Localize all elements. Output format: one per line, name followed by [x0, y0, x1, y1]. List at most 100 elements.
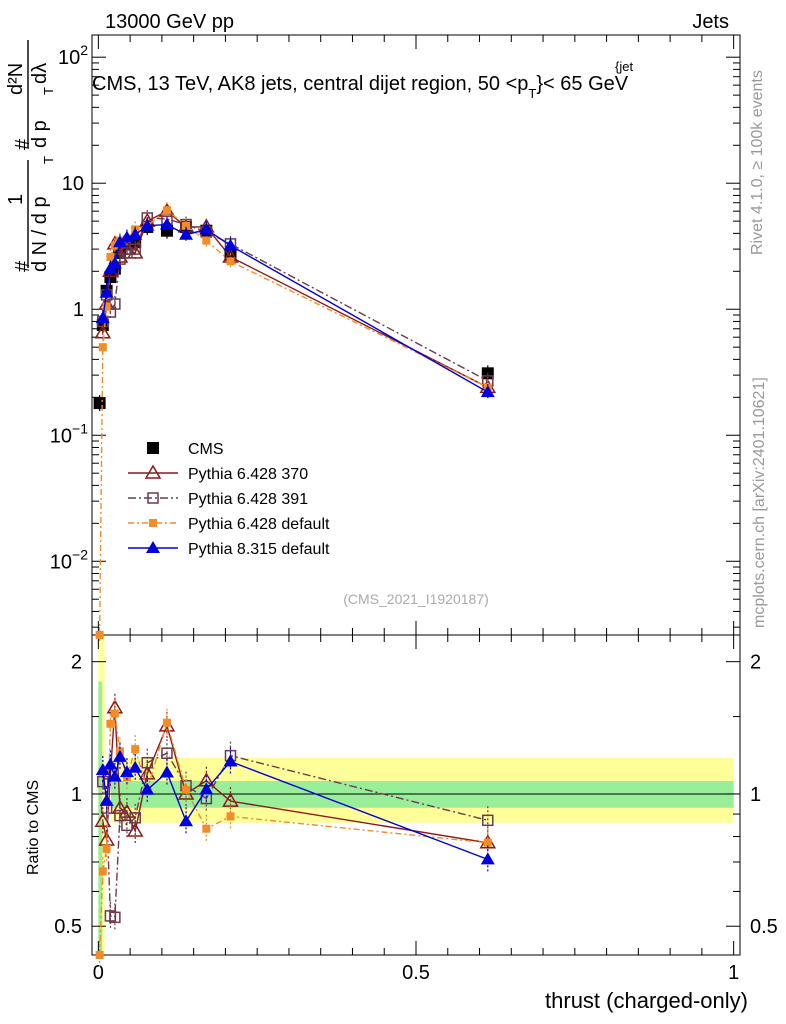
x-tick-label: 1 [728, 962, 739, 984]
series-line [102, 217, 489, 382]
series-3 [95, 202, 492, 643]
x-tick-label: 0.5 [402, 962, 430, 984]
ratio-point [122, 773, 131, 782]
y-tick-label: 10−1 [50, 420, 88, 447]
series-0 [93, 218, 494, 412]
ratio-tick-label-right: 0.5 [750, 916, 778, 938]
y-tick-base: 10 [50, 425, 72, 447]
legend-entry: Pythia 6.428 370 [128, 464, 308, 483]
ratio-point [140, 782, 155, 795]
data-point [102, 302, 111, 311]
ratio-point [159, 765, 174, 778]
legend-label: Pythia 6.428 370 [188, 466, 308, 483]
ratio-series-4 [95, 742, 495, 874]
legend-marker [146, 541, 160, 553]
series-line [102, 210, 489, 388]
ratio-line [98, 710, 488, 956]
x-tick-label: 0 [93, 962, 104, 984]
ratio-point [103, 757, 118, 770]
data-point [121, 247, 133, 259]
ylabel-t1: T [41, 156, 56, 164]
ratio-point [182, 785, 191, 794]
data-point [140, 218, 155, 231]
ratio-point [483, 838, 492, 847]
legend-entry: Pythia 6.428 default [128, 516, 330, 533]
legend-marker [149, 519, 157, 527]
series-line [98, 209, 489, 636]
ratio-axis-ticks: 0 0.5 1 2 2 1 1 0.5 0.5 [54, 635, 778, 984]
ratio-point [222, 792, 239, 807]
legend-label: CMS [188, 441, 224, 458]
ratio-series-layer [94, 693, 497, 969]
mcplots-label: mcplots.cern.ch [arXiv:2401.10621] [751, 377, 768, 628]
legend-entry: Pythia 6.428 391 [128, 491, 308, 508]
ratio-point [199, 782, 214, 795]
y-tick-exp: −1 [72, 420, 88, 436]
ratio-tick-label-right: 1 [750, 784, 761, 806]
data-point [202, 236, 211, 245]
data-point [93, 397, 106, 410]
data-point [223, 238, 238, 251]
ratio-point [107, 769, 122, 782]
y-tick-label: 10 [62, 173, 84, 195]
ratio-point [109, 911, 121, 924]
ylabel-one: 1 [5, 194, 27, 205]
ratio-point [161, 747, 173, 759]
series-4 [95, 216, 495, 401]
title-tail: }< 65 GeV [536, 73, 628, 95]
ratio-tick-label-right: 2 [750, 652, 761, 674]
ratio-point [131, 745, 140, 754]
data-point [159, 217, 174, 230]
ratio-point [98, 867, 107, 876]
ratio-point [95, 951, 104, 959]
ratio-point [110, 709, 119, 718]
data-point [99, 285, 114, 298]
y-tick-label: 1 [73, 299, 84, 321]
series-2 [97, 209, 494, 389]
legend-entry: Pythia 8.315 default [128, 541, 330, 558]
data-point [112, 235, 127, 248]
ratio-point [94, 812, 112, 828]
ratio-point [112, 749, 127, 762]
analysis-tag: (CMS_2021_I1920187) [343, 591, 489, 607]
data-point [95, 311, 110, 324]
legend: CMS Pythia 6.428 370 Pythia 6.428 391 Pythi… [128, 441, 330, 558]
ratio-point [226, 812, 235, 821]
y-tick-exp: 2 [80, 42, 88, 58]
y-tick-label: 10−2 [50, 546, 88, 573]
data-point [128, 227, 143, 240]
rivet-label: Rivet 4.1.0, ≥ 100k events [749, 70, 766, 255]
data-point [95, 631, 104, 639]
legend-label: Pythia 6.428 default [188, 516, 330, 533]
legend-marker [147, 442, 159, 454]
chart-title: CMS, 13 TeV, AK8 jets, central dijet reg… [92, 73, 629, 101]
legend-marker [147, 492, 159, 504]
main-ylabel: # 1 d N / d p T # d²N d p T dλ [5, 40, 56, 272]
ratio-point [141, 756, 154, 769]
ratio-point [162, 718, 171, 727]
data-point [199, 222, 214, 235]
ratio-point [111, 799, 129, 814]
data-point [179, 227, 194, 240]
ratio-point [179, 814, 194, 827]
ylabel-dn: d N / d p [29, 196, 51, 272]
data-point [98, 343, 107, 352]
ratio-point [482, 814, 494, 827]
legend-marker [144, 464, 162, 479]
ratio-point [119, 765, 134, 778]
ratio-point [223, 754, 238, 767]
y-tick-base: 10 [58, 47, 80, 69]
ratio-point [106, 719, 115, 728]
ratio-point [95, 763, 110, 776]
data-point [226, 257, 235, 266]
data-point [129, 243, 141, 255]
ratio-point [129, 812, 141, 824]
legend-label: Pythia 6.428 391 [188, 491, 308, 508]
ratio-tick-label: 0.5 [54, 916, 82, 938]
ratio-point [480, 852, 495, 865]
ratio-point [202, 824, 211, 833]
header-left: 13000 GeV pp [105, 11, 234, 33]
data-point [94, 324, 112, 339]
